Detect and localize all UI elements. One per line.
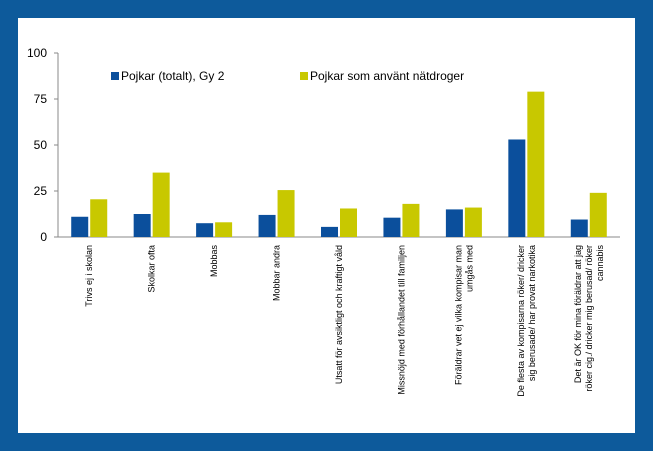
bar (527, 91, 545, 237)
y-tick-label: 0 (40, 230, 47, 244)
bar (402, 203, 420, 237)
bar (277, 190, 295, 237)
legend-label: Pojkar som använt nätdroger (310, 69, 464, 83)
bar (90, 199, 108, 237)
x-tick-label: De flesta av kompisarna röker/ drickersi… (516, 245, 537, 397)
x-tick-label: Det är OK för mina föräldrar att jagröke… (573, 245, 605, 392)
bar (445, 209, 463, 237)
bar (589, 192, 607, 237)
bar (570, 219, 588, 237)
label-line: röker cig./ dricker mig berusad/ röker (584, 245, 594, 392)
label-line: cannabis (595, 245, 605, 282)
bar (340, 208, 357, 237)
y-tick-label: 50 (34, 138, 48, 152)
bar (152, 172, 170, 237)
y-tick-label: 25 (34, 184, 48, 198)
bar (71, 216, 89, 237)
bar (133, 214, 151, 237)
label-line: umgås med (464, 245, 474, 292)
legend-swatch (300, 72, 308, 80)
legend-label: Pojkar (totalt), Gy 2 (121, 69, 225, 83)
bar (196, 223, 214, 237)
legend-swatch (111, 72, 119, 80)
x-tick-label: Föräldrar vet ej vilka kompisar manumgås… (453, 245, 474, 385)
x-tick-label: Mobbas (209, 245, 219, 278)
x-tick-label: Skolkar ofta (147, 245, 157, 293)
label-line: sig berusade/ har provat narkotika (527, 245, 537, 381)
label-line: Föräldrar vet ej vilka kompisar man (453, 245, 463, 385)
bar (383, 217, 401, 237)
bar (321, 226, 338, 237)
y-tick-label: 75 (34, 92, 48, 106)
x-tick-label: Trivs ej i skolan (84, 245, 94, 307)
y-tick-label: 100 (27, 46, 47, 60)
x-tick-label: Utsatt för avsiktligt och kraftigt våld (334, 245, 344, 384)
x-tick-label: Missnöjd med förhållandet till familjen (396, 245, 406, 395)
bar (215, 222, 233, 237)
bar (508, 139, 526, 237)
bar (258, 214, 276, 237)
bar (464, 207, 482, 237)
label-line: Det är OK för mina föräldrar att jag (573, 245, 583, 383)
label-line: De flesta av kompisarna röker/ dricker (516, 245, 526, 397)
x-tick-label: Mobbar andra (272, 245, 282, 301)
